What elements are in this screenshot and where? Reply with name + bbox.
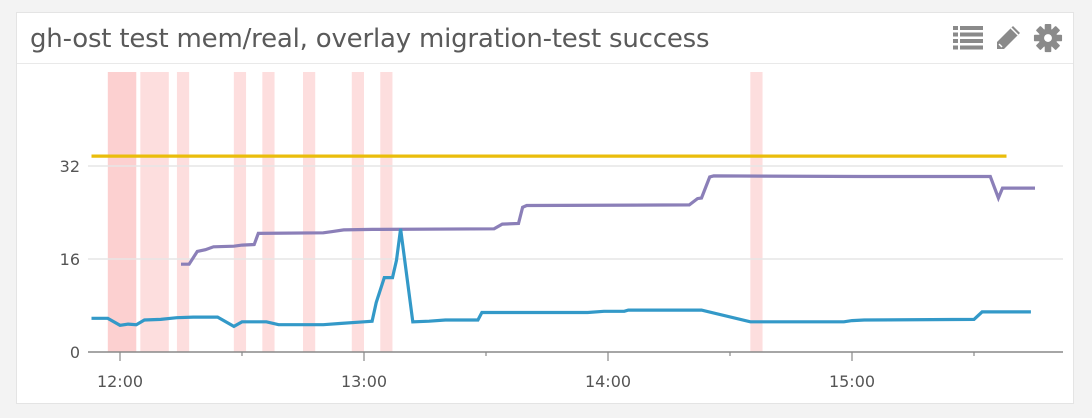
settings-button[interactable] xyxy=(1033,23,1063,53)
graph-panel: gh-ost test mem/real, overlay migration-… xyxy=(16,12,1074,404)
event-band xyxy=(380,72,393,352)
x-tick-label: 12:00 xyxy=(97,372,143,391)
x-axis: 12:00 13:00 14:00 15:00 xyxy=(88,351,1063,391)
panel-header: gh-ost test mem/real, overlay migration-… xyxy=(17,13,1073,64)
event-overlay-bands xyxy=(107,72,763,352)
event-band xyxy=(750,72,763,352)
event-band xyxy=(107,72,137,352)
x-tick-label: 14:00 xyxy=(585,372,631,391)
y-axis: 0 16 32 xyxy=(60,157,80,362)
series-line xyxy=(181,174,1035,266)
panel-toolbar xyxy=(953,23,1063,53)
panel-title: gh-ost test mem/real, overlay migration-… xyxy=(30,24,710,54)
event-band xyxy=(176,72,190,352)
series-line xyxy=(91,228,1031,329)
edit-button[interactable] xyxy=(993,23,1023,53)
y-tick-label: 16 xyxy=(60,250,80,269)
list-icon xyxy=(953,26,983,50)
x-tick-label: 15:00 xyxy=(829,372,875,391)
gear-icon xyxy=(1033,23,1063,53)
pencil-icon xyxy=(997,26,1020,49)
event-band xyxy=(262,72,275,352)
event-band xyxy=(233,72,247,352)
event-band xyxy=(140,72,169,352)
event-band xyxy=(351,72,364,352)
x-tick-label: 13:00 xyxy=(341,372,387,391)
legend-button[interactable] xyxy=(953,23,983,53)
y-tick-label: 0 xyxy=(70,343,80,362)
event-band xyxy=(303,72,316,352)
grid-lines xyxy=(88,165,1063,260)
series-lines xyxy=(91,154,1035,329)
y-tick-label: 32 xyxy=(60,157,80,176)
